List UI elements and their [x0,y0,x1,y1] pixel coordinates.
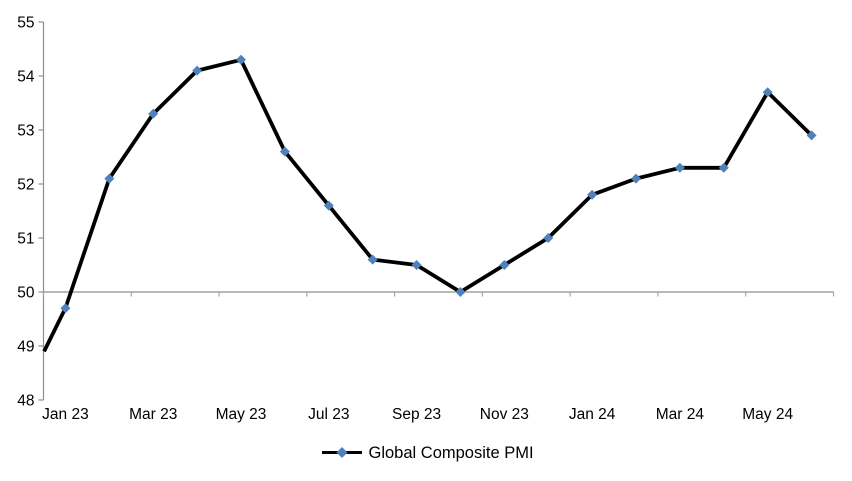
data-point-marker [60,303,71,314]
data-point-marker [587,189,598,200]
data-point-marker [236,54,246,65]
data-point-marker [192,65,203,76]
y-axis-label: 54 [17,69,35,86]
series-line [42,57,813,353]
y-axis-label: 49 [17,339,34,356]
data-point-marker [499,260,510,270]
data-point-marker [148,108,159,119]
data-point-marker [762,87,773,98]
data-point-marker [323,200,334,211]
x-axis-label: Nov 23 [480,406,529,423]
data-point-marker [543,233,554,243]
y-axis-label: 55 [17,15,34,32]
data-point-marker [367,254,378,265]
data-point-marker [718,162,729,173]
x-axis-label: Jul 23 [308,406,349,423]
y-axis-label: 51 [17,231,34,248]
data-point-marker [279,146,290,157]
y-axis-label: 48 [17,393,34,410]
legend-label: Global Composite PMI [369,444,534,462]
data-point-marker [674,162,685,173]
x-axis-label: Jan 24 [569,406,616,423]
x-axis-label: May 23 [216,406,267,423]
data-point-marker [455,287,466,297]
y-axis-label: 52 [17,177,34,194]
y-axis-label: 50 [17,285,35,302]
x-axis-label: Mar 24 [656,406,705,423]
x-axis-label: Mar 23 [129,406,177,423]
x-axis-label: Jan 23 [42,406,89,423]
data-point-marker [631,173,641,184]
legend-marker-icon [336,447,348,458]
x-axis-label: Sep 23 [392,406,441,423]
y-axis-label: 53 [17,123,34,140]
x-axis-label: May 24 [742,406,793,423]
data-point-marker [806,130,817,141]
data-point-marker [104,173,115,184]
data-point-marker [411,260,422,270]
